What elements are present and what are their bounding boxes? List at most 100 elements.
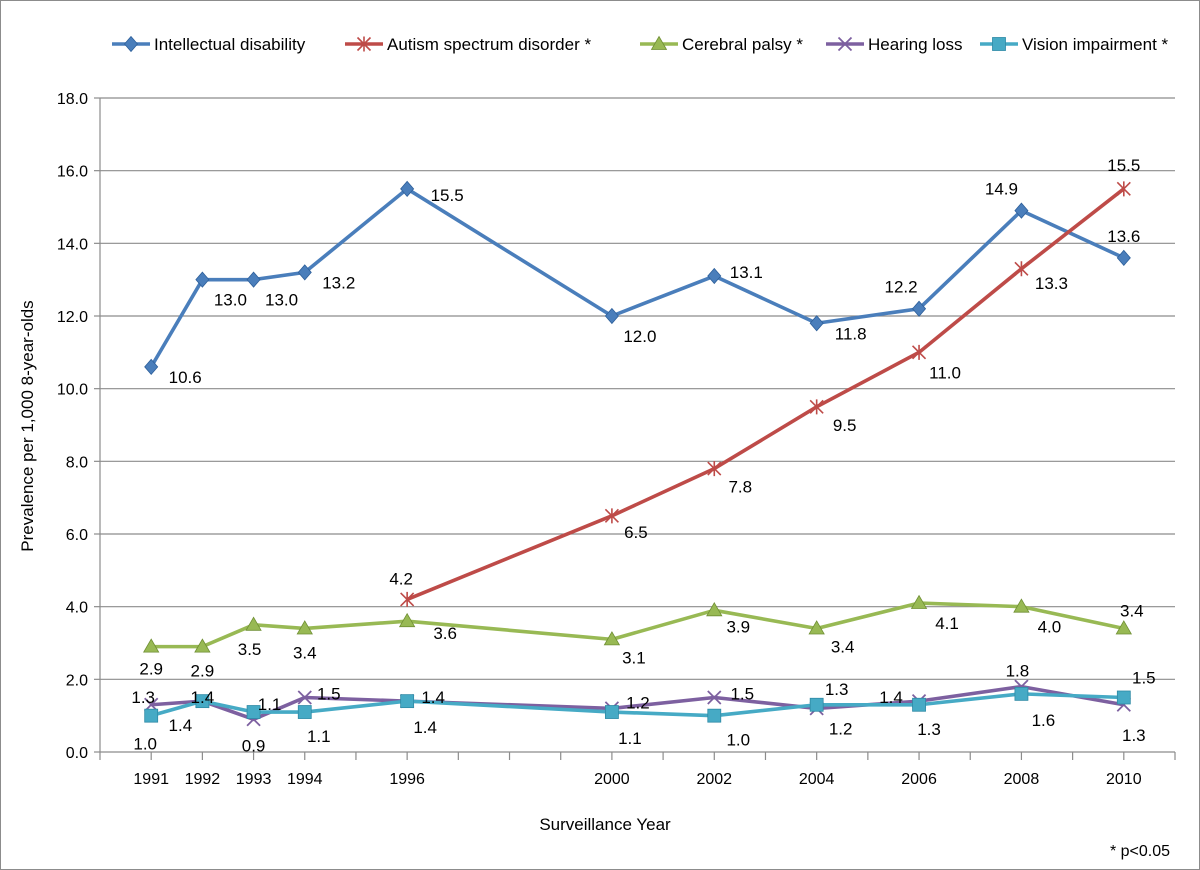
data-label: 3.9 bbox=[726, 617, 750, 636]
x-tick-label: 2006 bbox=[901, 771, 937, 788]
data-point bbox=[809, 315, 824, 332]
data-label: 3.4 bbox=[831, 637, 855, 656]
data-point bbox=[356, 36, 372, 52]
data-label: 13.1 bbox=[730, 263, 763, 282]
data-point bbox=[246, 705, 261, 719]
data-label: 1.4 bbox=[191, 688, 215, 707]
data-label: 1.1 bbox=[618, 729, 642, 748]
data-label: 12.2 bbox=[885, 278, 918, 297]
data-label: 14.9 bbox=[985, 180, 1018, 199]
data-point bbox=[1014, 686, 1029, 701]
data-label: 2.9 bbox=[139, 660, 163, 679]
series-line bbox=[406, 187, 1125, 602]
data-label: 1.4 bbox=[169, 716, 193, 735]
data-label: 7.8 bbox=[728, 478, 752, 497]
data-label: 1.1 bbox=[307, 727, 331, 746]
x-tick-label: 2000 bbox=[594, 771, 630, 788]
data-point bbox=[142, 638, 160, 653]
data-point bbox=[809, 697, 824, 712]
x-tick-label: 2008 bbox=[1004, 771, 1040, 788]
data-label: 13.3 bbox=[1035, 274, 1068, 293]
data-point bbox=[297, 690, 312, 705]
series-cerebral-palsy bbox=[142, 594, 1133, 653]
legend-item: Intellectual disability bbox=[112, 35, 306, 54]
legend-item: Cerebral palsy * bbox=[640, 35, 803, 54]
data-point bbox=[1116, 690, 1131, 705]
data-point bbox=[144, 708, 159, 723]
data-label: 13.0 bbox=[214, 291, 247, 310]
data-point bbox=[398, 612, 416, 628]
x-tick-label: 1991 bbox=[133, 771, 169, 788]
x-tick-label: 2002 bbox=[696, 771, 732, 788]
data-label: 1.0 bbox=[726, 731, 750, 750]
x-tick-label: 1993 bbox=[236, 771, 272, 788]
data-point bbox=[195, 694, 210, 709]
data-point bbox=[837, 36, 853, 52]
data-label: 1.0 bbox=[133, 735, 157, 754]
data-label: 13.6 bbox=[1107, 227, 1140, 246]
data-point bbox=[1116, 249, 1131, 266]
data-point bbox=[194, 638, 211, 653]
data-point bbox=[910, 594, 928, 609]
data-point bbox=[707, 461, 722, 477]
legend: Intellectual disability Autism spectrum d… bbox=[112, 35, 1169, 54]
data-point bbox=[707, 690, 722, 705]
data-label: 1.6 bbox=[1032, 711, 1056, 730]
data-label: 4.1 bbox=[935, 614, 959, 633]
data-label: 15.5 bbox=[1107, 156, 1140, 175]
data-label: 1.3 bbox=[1122, 726, 1146, 745]
y-tick-label: 8.0 bbox=[66, 454, 88, 471]
y-tick-label: 12.0 bbox=[57, 309, 88, 326]
data-point bbox=[297, 264, 312, 281]
data-label: 9.5 bbox=[833, 416, 857, 435]
data-label: 3.4 bbox=[293, 643, 317, 662]
data-point bbox=[604, 307, 619, 325]
y-tick-label: 18.0 bbox=[57, 91, 88, 108]
data-label: 1.1 bbox=[258, 695, 282, 714]
series-vision-impairment bbox=[144, 686, 1131, 723]
data-label: 1.5 bbox=[1132, 669, 1156, 688]
data-label: 15.5 bbox=[431, 186, 464, 205]
data-point bbox=[707, 267, 722, 285]
legend-label: Autism spectrum disorder * bbox=[387, 35, 591, 54]
data-label: 3.4 bbox=[1120, 601, 1144, 620]
data-label: 0.9 bbox=[242, 736, 266, 755]
data-label: 1.4 bbox=[413, 718, 437, 737]
data-label: 12.0 bbox=[623, 327, 656, 346]
data-point bbox=[650, 35, 668, 50]
gridlines bbox=[100, 97, 1175, 680]
data-point bbox=[992, 37, 1006, 51]
y-tick-label: 14.0 bbox=[57, 236, 88, 253]
data-point bbox=[1116, 181, 1131, 197]
x-tick-label: 1994 bbox=[287, 771, 323, 788]
data-label: 10.6 bbox=[169, 368, 202, 387]
data-label: 1.4 bbox=[879, 688, 903, 707]
y-tick-label: 6.0 bbox=[66, 527, 88, 544]
data-point bbox=[912, 697, 926, 712]
series-lines bbox=[142, 180, 1133, 727]
legend-item: Hearing loss bbox=[826, 35, 963, 54]
y-tick-label: 2.0 bbox=[66, 672, 88, 689]
legend-item: Autism spectrum disorder * bbox=[345, 35, 591, 54]
data-label: 3.6 bbox=[433, 624, 457, 643]
data-point bbox=[1014, 261, 1029, 277]
legend-label: Hearing loss bbox=[868, 35, 963, 54]
data-label: 1.5 bbox=[730, 685, 754, 704]
data-point bbox=[605, 705, 619, 719]
data-point bbox=[604, 508, 619, 524]
data-label: 3.5 bbox=[238, 640, 262, 659]
data-point bbox=[1013, 598, 1030, 613]
data-point bbox=[400, 180, 415, 197]
axes: 0.0 2.0 4.0 6.0 8.0 10.0 12.0 14.0 16.0 18.0 1991 1… bbox=[57, 91, 1176, 788]
data-point bbox=[245, 616, 262, 631]
data-point bbox=[809, 399, 824, 415]
data-label: 1.5 bbox=[317, 685, 341, 704]
data-point bbox=[144, 358, 159, 375]
data-point bbox=[123, 35, 139, 53]
legend-label: Vision impairment * bbox=[1022, 35, 1169, 54]
data-label: 1.3 bbox=[917, 720, 941, 739]
series-intellectual-disability bbox=[144, 180, 1131, 375]
data-label: 13.0 bbox=[265, 291, 298, 310]
x-tick-label: 2004 bbox=[799, 771, 835, 788]
